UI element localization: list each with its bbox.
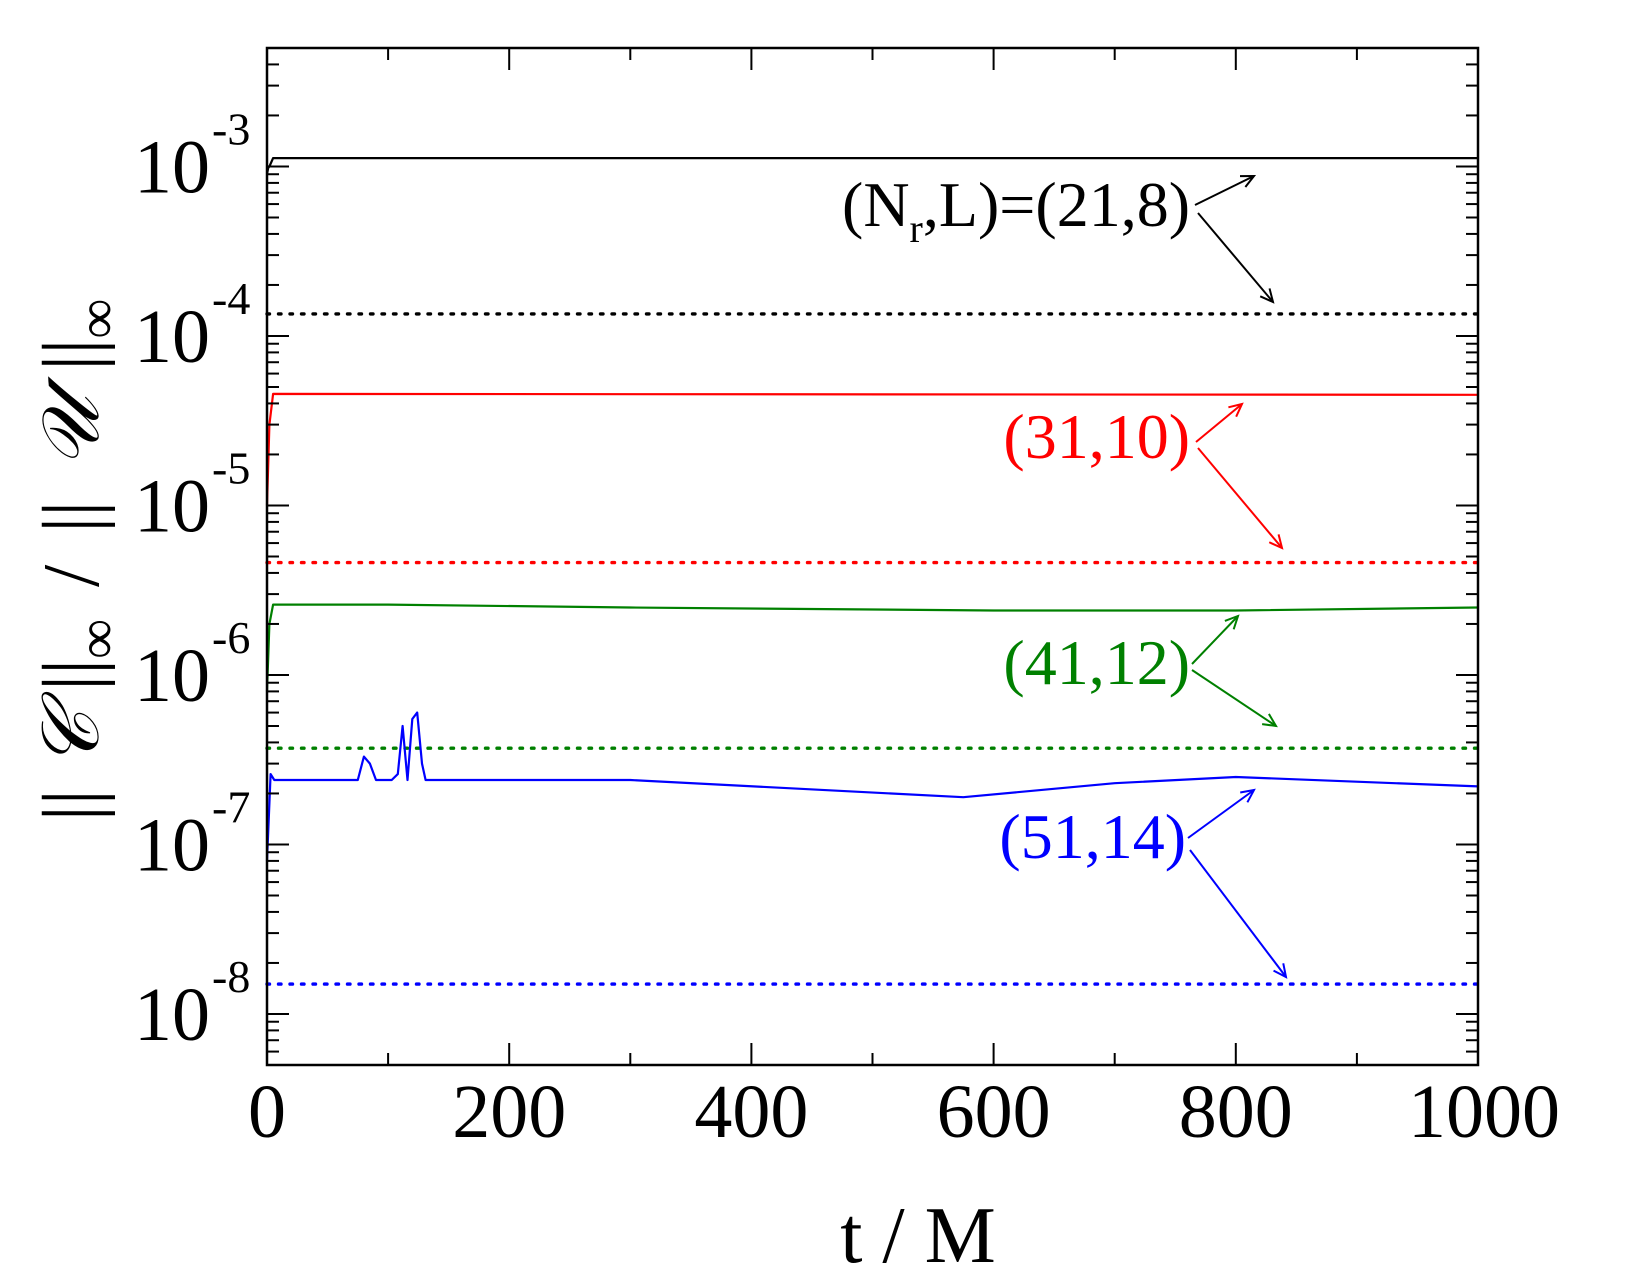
- annotation-arrow: [1191, 669, 1277, 727]
- annotations: (Nr,L)=(21,8) (31,10) (41,12) (51,14): [842, 169, 1288, 979]
- annotation-subscript: r: [910, 206, 923, 251]
- annotation-text: (N: [842, 169, 910, 240]
- annotation-label: (Nr,L)=(21,8): [842, 169, 1190, 251]
- y-tick-exponent: -5: [212, 442, 250, 493]
- ylabel-bar: ||: [28, 501, 116, 533]
- annotation-arrowhead: [1273, 963, 1288, 979]
- x-tick-label: 0: [248, 1070, 286, 1154]
- y-axis-label: || 𝒞 ||∞ / || 𝒰 ||∞: [28, 299, 134, 822]
- series-line-6: [265, 711, 1479, 861]
- annotation-arrow: [1194, 175, 1255, 206]
- ylabel-c: 𝒞: [28, 691, 116, 769]
- y-tick-exponent: -3: [212, 103, 250, 154]
- y-tick-label: 10: [134, 803, 210, 887]
- y-tick-label: 10: [134, 973, 210, 1057]
- annotation-text: (31,10): [1003, 401, 1190, 472]
- y-tick-exponent: -4: [212, 273, 250, 324]
- annotation-arrow: [1197, 212, 1274, 303]
- annotation-label: (51,14): [999, 801, 1186, 872]
- y-tick-exponent: -8: [212, 951, 250, 1002]
- annotation-text: (51,14): [999, 801, 1186, 872]
- annotation-text: ,L)=(21,8): [923, 169, 1190, 240]
- annotation-arrowhead: [1228, 402, 1244, 418]
- annotation-arrow: [1191, 615, 1239, 665]
- y-tick-label: 10: [134, 125, 210, 209]
- series-layer: [265, 157, 1480, 986]
- ylabel-bar: ||: [28, 659, 116, 691]
- y-tick-exponent: -7: [212, 781, 250, 832]
- series-line-4: [265, 603, 1479, 692]
- y-tick-base: 10: [134, 295, 210, 379]
- annotation-label: (41,12): [1003, 627, 1190, 698]
- annotation-arrowhead: [1259, 288, 1275, 304]
- ylabel-bar: ||: [28, 789, 116, 821]
- x-tick-label: 1000: [1408, 1070, 1560, 1154]
- y-tick-label: 10: [134, 464, 210, 548]
- y-tick-base: 10: [134, 464, 210, 548]
- annotation-arrow: [1187, 789, 1255, 839]
- y-tick-base: 10: [134, 973, 210, 1057]
- y-tick-exponent: -6: [212, 612, 250, 663]
- annotation-arrow: [1189, 849, 1287, 978]
- axis-ticks: [266, 47, 1479, 1066]
- ylabel-inf: ∞: [67, 619, 129, 659]
- annotation-label: (31,10): [1003, 401, 1190, 472]
- y-tick-base: 10: [134, 634, 210, 718]
- annotation-arrow: [1195, 403, 1243, 443]
- y-tick-label: 10: [134, 634, 210, 718]
- series-line-2: [265, 392, 1479, 506]
- svg-text:|| 𝒞 ||∞ /: || 𝒞 ||∞ / || 𝒰 ||∞: [28, 299, 134, 822]
- ylabel-u: 𝒰: [28, 376, 116, 469]
- y-tick-base: 10: [134, 803, 210, 887]
- x-tick-label: 600: [937, 1070, 1051, 1154]
- annotation-arrowhead: [1239, 174, 1257, 188]
- annotation-arrowhead: [1224, 614, 1240, 630]
- annotation-arrowhead: [1268, 534, 1284, 550]
- x-tick-label: 200: [452, 1070, 566, 1154]
- annotation-arrowhead: [1240, 788, 1256, 803]
- ylabel-inf: ∞: [67, 299, 129, 339]
- x-axis-label: t / M: [840, 1192, 996, 1275]
- x-tick-label: 800: [1179, 1070, 1293, 1154]
- x-tick-label: 400: [694, 1070, 808, 1154]
- y-tick-base: 10: [134, 125, 210, 209]
- ylabel-slash: /: [28, 564, 116, 587]
- annotation-text: (41,12): [1003, 627, 1190, 698]
- annotation-arrow: [1197, 447, 1283, 549]
- annotation-arrowhead: [1261, 713, 1278, 728]
- ylabel-bar: ||: [28, 339, 116, 371]
- y-tick-label: 10: [134, 295, 210, 379]
